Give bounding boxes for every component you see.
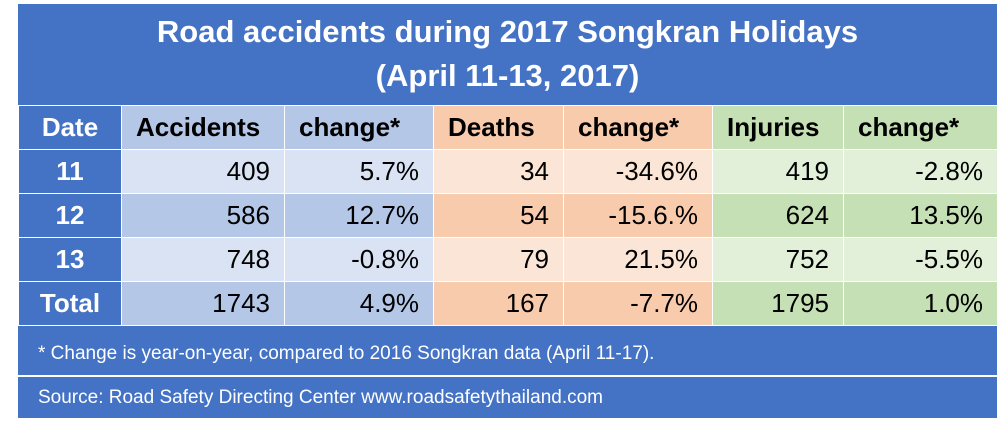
accidents-change-cell: 5.7% — [284, 149, 434, 194]
injuries-cell: 419 — [712, 149, 844, 194]
deaths-change-cell: 21.5% — [563, 237, 713, 282]
table-title: Road accidents during 2017 Songkran Holi… — [156, 14, 859, 49]
deaths-cell: 167 — [433, 281, 564, 326]
deaths-cell: 79 — [433, 237, 564, 282]
header-row: Date Accidents change* Deaths change* In… — [18, 105, 998, 150]
date-cell: 12 — [18, 193, 122, 238]
column-header-accidents: Accidents — [121, 105, 285, 150]
injuries-change-cell: 1.0% — [843, 281, 998, 326]
column-header-injuries-change: change* — [843, 105, 998, 150]
table-row: 12 586 12.7% 54 -15.6.% 624 13.5% — [18, 193, 998, 238]
accidents-change-cell: -0.8% — [284, 237, 434, 282]
deaths-cell: 34 — [433, 149, 564, 194]
deaths-change-cell: -34.6% — [563, 149, 713, 194]
deaths-change-cell: -15.6.% — [563, 193, 713, 238]
column-header-accidents-change: change* — [284, 105, 434, 150]
column-header-deaths: Deaths — [433, 105, 564, 150]
injuries-cell: 624 — [712, 193, 844, 238]
deaths-change-cell: -7.7% — [563, 281, 713, 326]
injuries-change-cell: -2.8% — [843, 149, 998, 194]
accidents-change-cell: 12.7% — [284, 193, 434, 238]
accidents-cell: 586 — [121, 193, 285, 238]
deaths-cell: 54 — [433, 193, 564, 238]
accidents-cell: 409 — [121, 149, 285, 194]
date-cell: Total — [18, 281, 122, 326]
column-header-date: Date — [18, 105, 122, 150]
table-row-total: Total 1743 4.9% 167 -7.7% 1795 1.0% — [18, 281, 998, 326]
date-cell: 11 — [18, 149, 122, 194]
footnote: * Change is year-on-year, compared to 20… — [38, 343, 655, 364]
accidents-cell: 748 — [121, 237, 285, 282]
column-header-deaths-change: change* — [563, 105, 713, 150]
table-row: 13 748 -0.8% 79 21.5% 752 -5.5% — [18, 237, 998, 282]
table-card: Road accidents during 2017 Songkran Holi… — [18, 4, 998, 418]
injuries-change-cell: 13.5% — [843, 193, 998, 238]
accidents-cell: 1743 — [121, 281, 285, 326]
table-row: 11 409 5.7% 34 -34.6% 419 -2.8% — [18, 149, 998, 194]
injuries-cell: 1795 — [712, 281, 844, 326]
source-note: Source: Road Safety Directing Center www… — [38, 387, 603, 408]
accidents-table: Date Accidents change* Deaths change* In… — [18, 105, 998, 326]
column-header-injuries: Injuries — [712, 105, 844, 150]
table-subtitle: (April 11-13, 2017) — [375, 58, 640, 93]
injuries-cell: 752 — [712, 237, 844, 282]
injuries-change-cell: -5.5% — [843, 237, 998, 282]
divider — [18, 375, 997, 377]
accidents-change-cell: 4.9% — [284, 281, 434, 326]
date-cell: 13 — [18, 237, 122, 282]
